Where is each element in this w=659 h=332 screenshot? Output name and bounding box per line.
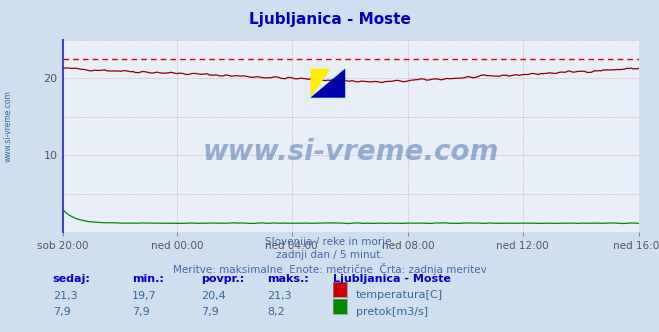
Polygon shape — [310, 69, 345, 98]
Text: sedaj:: sedaj: — [53, 274, 90, 284]
Text: www.si-vreme.com: www.si-vreme.com — [4, 90, 13, 162]
Polygon shape — [310, 69, 345, 98]
Polygon shape — [310, 69, 331, 98]
Text: 19,7: 19,7 — [132, 290, 157, 300]
Text: min.:: min.: — [132, 274, 163, 284]
Text: zadnji dan / 5 minut.: zadnji dan / 5 minut. — [275, 250, 384, 260]
Text: maks.:: maks.: — [267, 274, 308, 284]
Text: 7,9: 7,9 — [53, 307, 71, 317]
Text: 8,2: 8,2 — [267, 307, 285, 317]
Text: temperatura[C]: temperatura[C] — [356, 290, 443, 300]
Text: pretok[m3/s]: pretok[m3/s] — [356, 307, 428, 317]
Text: www.si-vreme.com: www.si-vreme.com — [203, 137, 499, 166]
Text: 7,9: 7,9 — [132, 307, 150, 317]
Text: 21,3: 21,3 — [53, 290, 77, 300]
Text: povpr.:: povpr.: — [201, 274, 244, 284]
Text: Ljubljanica - Moste: Ljubljanica - Moste — [248, 12, 411, 27]
Text: 21,3: 21,3 — [267, 290, 291, 300]
Text: 20,4: 20,4 — [201, 290, 226, 300]
Text: Slovenija / reke in morje.: Slovenija / reke in morje. — [264, 237, 395, 247]
Text: 7,9: 7,9 — [201, 307, 219, 317]
Text: Meritve: maksimalne  Enote: metrične  Črta: zadnja meritev: Meritve: maksimalne Enote: metrične Črta… — [173, 263, 486, 275]
Text: Ljubljanica - Moste: Ljubljanica - Moste — [333, 274, 451, 284]
